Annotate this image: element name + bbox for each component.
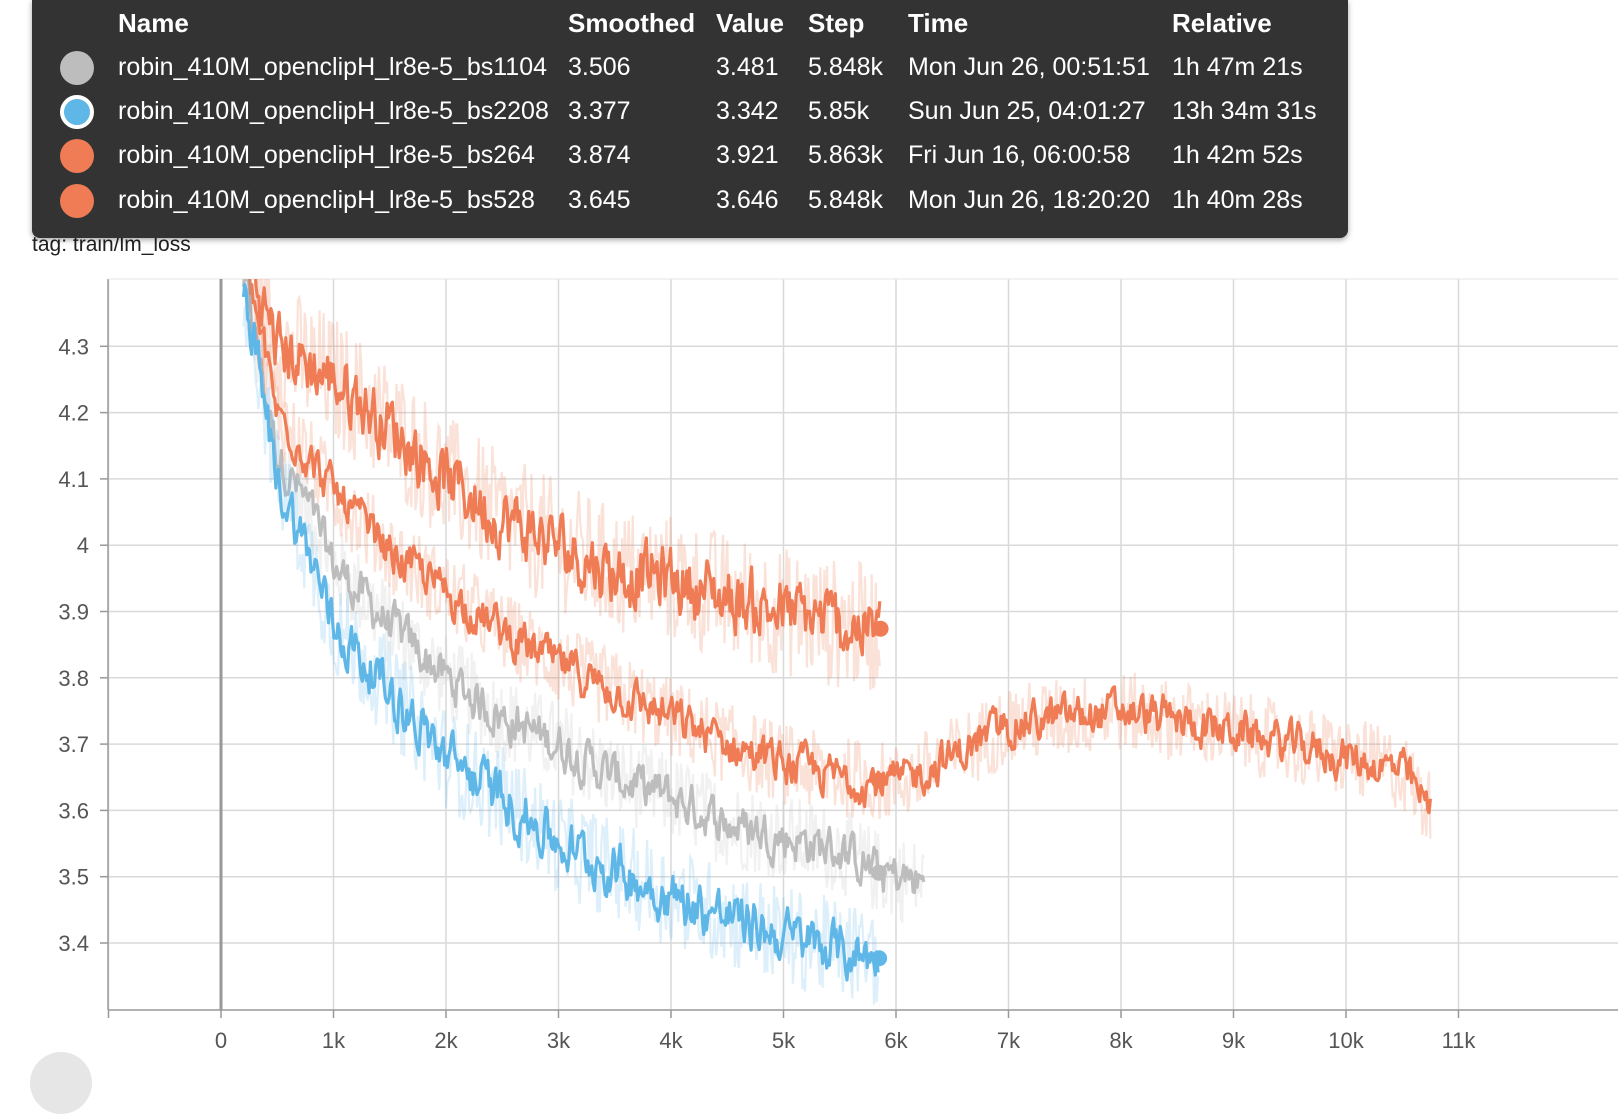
run-color-dot-icon <box>60 51 94 85</box>
chart-tag: tag: train/lm_loss <box>32 233 191 256</box>
smoothed-value: 3.377 <box>568 97 631 125</box>
x-tick-label: 8k <box>1109 1028 1133 1053</box>
series-smoothed-line <box>241 282 880 982</box>
run-color-dot-icon <box>60 139 94 173</box>
y-tick-label: 3.9 <box>58 600 89 625</box>
run-name: robin_410M_openclipH_lr8e-5_bs2208 <box>118 97 549 125</box>
run-name: robin_410M_openclipH_lr8e-5_bs264 <box>118 141 535 169</box>
axis-layer: 0 1k 2k 3k 4k 5k 6k 7k 8k 9k 10k 11k 3.4 3.5 3.6 3.7 3.8… <box>58 278 1618 1053</box>
series-layer <box>241 279 1432 1005</box>
header-smoothed: Smoothed <box>568 8 696 38</box>
series-smoothed-line <box>254 279 882 657</box>
y-tick-label: 4.2 <box>58 401 89 426</box>
header-name: Name <box>118 8 189 38</box>
tooltip-row: robin_410M_openclipH_lr8e-5_bs528 3.645 … <box>32 178 1348 222</box>
step-value: 5.85k <box>808 97 870 125</box>
run-name: robin_410M_openclipH_lr8e-5_bs528 <box>118 186 535 214</box>
x-tick-label: 10k <box>1328 1028 1364 1053</box>
series-raw-line <box>245 279 925 925</box>
run-color-dot-icon <box>60 184 94 218</box>
series-raw-line <box>253 279 881 690</box>
series-hover-point <box>871 950 888 967</box>
time-value: Mon Jun 26, 00:51:51 <box>908 53 1150 81</box>
time-value: Sun Jun 25, 04:01:27 <box>908 97 1146 125</box>
series-smoothed-line <box>248 279 1432 815</box>
x-tick-label: 1k <box>322 1028 346 1053</box>
y-tick-label: 4 <box>77 533 89 558</box>
y-tick-label: 3.4 <box>58 931 89 956</box>
header-relative: Relative <box>1172 8 1272 38</box>
x-tick-label: 11k <box>1442 1028 1477 1053</box>
run-color-dot-icon <box>60 95 94 129</box>
raw-value: 3.481 <box>716 53 779 81</box>
time-value: Mon Jun 26, 18:20:20 <box>908 186 1150 214</box>
x-tick-label: 3k <box>547 1028 571 1053</box>
relative-value: 13h 34m 31s <box>1172 97 1317 125</box>
tooltip-row: robin_410M_openclipH_lr8e-5_bs1104 3.506… <box>32 45 1348 89</box>
smoothed-value: 3.874 <box>568 141 631 169</box>
y-tick-label: 4.1 <box>58 467 89 492</box>
series-hover-point <box>870 772 887 789</box>
header-value: Value <box>716 8 784 38</box>
header-step: Step <box>808 8 865 38</box>
raw-value: 3.342 <box>716 97 779 125</box>
step-value: 5.848k <box>808 186 884 214</box>
smoothed-value: 3.506 <box>568 53 631 81</box>
hover-tooltip: Name Smoothed Value Step Time Relative r… <box>32 0 1348 238</box>
series-hover-point <box>870 864 887 881</box>
step-value: 5.863k <box>808 141 884 169</box>
y-tick-label: 3.7 <box>58 732 89 757</box>
fab-button[interactable] <box>30 1052 92 1114</box>
y-tick-label: 4.3 <box>58 334 89 359</box>
relative-value: 1h 40m 28s <box>1172 186 1303 214</box>
raw-value: 3.646 <box>716 186 779 214</box>
y-tick-label: 3.5 <box>58 865 89 890</box>
tooltip-row: robin_410M_openclipH_lr8e-5_bs2208 3.377… <box>32 89 1348 133</box>
raw-value: 3.921 <box>716 141 779 169</box>
series-smoothed-line <box>241 279 926 895</box>
tooltip-row: robin_410M_openclipH_lr8e-5_bs264 3.874 … <box>32 133 1348 177</box>
x-tick-label: 2k <box>434 1028 458 1053</box>
x-tick-label: 6k <box>884 1028 908 1053</box>
y-tick-label: 3.6 <box>58 798 89 823</box>
x-tick-label: 5k <box>772 1028 796 1053</box>
y-tick-label: 3.8 <box>58 666 89 691</box>
step-value: 5.848k <box>808 53 884 81</box>
x-tick-label: 9k <box>1222 1028 1246 1053</box>
relative-value: 1h 47m 21s <box>1172 53 1303 81</box>
header-time: Time <box>908 8 969 38</box>
relative-value: 1h 42m 52s <box>1172 141 1303 169</box>
time-value: Fri Jun 16, 06:00:58 <box>908 141 1131 169</box>
x-tick-label: 0 <box>215 1028 227 1053</box>
x-tick-label: 4k <box>659 1028 683 1053</box>
smoothed-value: 3.645 <box>568 186 631 214</box>
series-hover-point <box>872 620 889 637</box>
run-name: robin_410M_openclipH_lr8e-5_bs1104 <box>118 53 548 81</box>
x-tick-label: 7k <box>997 1028 1021 1053</box>
series-raw-line <box>248 279 1432 839</box>
